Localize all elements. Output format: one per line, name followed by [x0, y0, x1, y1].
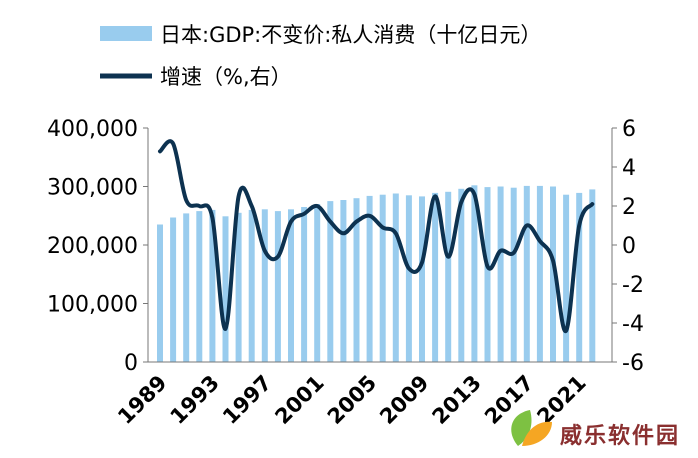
bar: [222, 216, 229, 362]
x-tick-label: 1993: [166, 371, 224, 429]
bar: [484, 187, 491, 362]
bar: [288, 209, 294, 362]
legend: 日本:GDP:不变价:私人消费（十亿日元） 增速（%,右）: [100, 23, 541, 89]
growth-line: [158, 139, 595, 333]
legend-bar-swatch: [100, 26, 152, 41]
bar: [183, 213, 190, 362]
bar: [170, 217, 177, 362]
bar: [510, 187, 517, 362]
bar: [314, 204, 321, 362]
left-tick-label: 200,000: [47, 234, 138, 259]
bar: [419, 196, 425, 362]
bar: [458, 188, 465, 362]
bar: [523, 185, 530, 362]
bar: [366, 195, 373, 362]
bar: [157, 224, 163, 362]
x-tick-label: 1997: [218, 371, 276, 429]
x-tick-label: 2001: [270, 371, 328, 429]
bar: [497, 186, 504, 362]
bar: [432, 192, 439, 362]
right-tick-label: 6: [622, 117, 636, 142]
bar: [209, 209, 216, 362]
bar: [405, 195, 412, 362]
bar-series: [157, 185, 596, 362]
bar: [536, 185, 543, 362]
right-tick-label: 0: [622, 234, 636, 259]
bar: [471, 185, 478, 362]
bar: [550, 186, 556, 362]
bar: [563, 194, 570, 362]
right-tick-label: -2: [622, 273, 644, 298]
bar: [235, 212, 242, 362]
x-tick-label: 2005: [323, 371, 381, 429]
bar: [445, 191, 452, 362]
x-tick-label: 2009: [375, 371, 433, 429]
bar: [379, 194, 386, 362]
right-tick-label: 4: [622, 156, 636, 181]
bar: [248, 209, 255, 362]
bar: [301, 207, 308, 362]
right-tick-label: 2: [622, 195, 636, 220]
bar: [353, 198, 360, 362]
x-tick-label: 2013: [428, 371, 486, 429]
bar: [327, 201, 334, 362]
left-tick-label: 400,000: [47, 117, 138, 142]
bar: [576, 192, 583, 362]
watermark-logo-icon: [511, 410, 552, 446]
bar: [261, 209, 268, 362]
line-series: [158, 139, 595, 333]
bar: [392, 193, 399, 362]
left-tick-label: 100,000: [47, 293, 138, 318]
left-tick-label: 0: [124, 351, 138, 376]
bar: [274, 211, 281, 362]
right-tick-label: -6: [622, 351, 644, 376]
bar: [196, 211, 203, 362]
right-tick-label: -4: [622, 312, 644, 337]
x-tick-label: 1989: [113, 371, 171, 429]
left-tick-label: 300,000: [47, 176, 138, 201]
legend-line-label: 增速（%,右）: [160, 65, 292, 89]
watermark-text: 威乐软件园: [560, 423, 680, 449]
bar: [589, 189, 596, 362]
watermark: 威乐软件园: [511, 410, 680, 449]
x-tick-label: 2021: [532, 371, 590, 429]
axes: 0 100,000 200,000 300,000 400,000 -6 -4 -2 0 2 4 6: [47, 117, 644, 376]
bar: [340, 200, 347, 362]
legend-bar-label: 日本:GDP:不变价:私人消费（十亿日元）: [160, 23, 541, 47]
